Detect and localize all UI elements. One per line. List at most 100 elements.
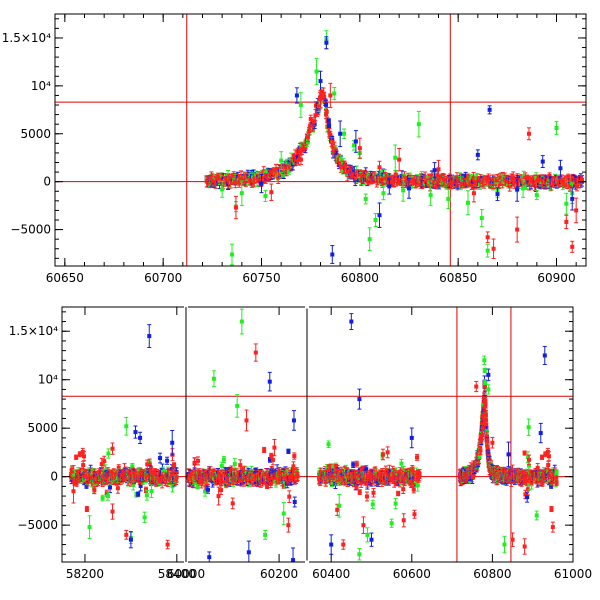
y-tick-label: −5000 [10,223,51,237]
data-point [145,462,150,467]
data-point [438,176,443,181]
data-point [377,165,382,170]
data-point [549,183,554,188]
data-point [369,179,374,184]
data-point [432,168,437,173]
data-point [312,119,317,124]
data-point [294,151,299,156]
data-point [308,124,313,129]
data-point [397,157,402,162]
data-point [340,169,345,174]
data-point [74,481,79,486]
data-point [81,454,86,459]
data-point [327,123,332,128]
data-point [548,177,553,182]
data-point [434,183,439,188]
data-point [323,100,328,105]
data-point [475,152,480,157]
data-point [99,461,104,466]
data-point [104,491,109,496]
data-point [144,493,149,498]
data-point [485,235,490,240]
data-point [486,177,491,182]
data-point [305,134,310,139]
data-point [447,176,452,181]
data-point [564,201,569,206]
data-point [522,178,527,183]
data-point [515,227,520,232]
data-point [512,181,517,186]
data-point [526,131,531,136]
data-point [298,157,303,162]
data-point [570,196,575,201]
data-point [332,91,337,96]
data-point [340,162,345,167]
data-point [479,216,484,221]
data-point [130,464,135,469]
plot-area [55,14,586,266]
data-point [524,183,529,188]
data-point [436,167,441,172]
data-point [327,130,332,135]
data-point [131,483,136,488]
data-point [115,486,120,491]
data-point [481,178,486,183]
data-point [423,174,428,179]
data-point [279,158,284,163]
data-point [143,487,148,492]
data-point [116,465,121,470]
data-point [463,174,468,179]
data-point [407,186,411,191]
data-point [367,237,372,242]
data-point [84,507,89,512]
data-point [342,131,347,136]
data-point [285,160,290,165]
data-point [561,181,566,186]
data-point [324,40,329,45]
data-point [217,179,222,184]
data-point [307,129,312,134]
data-point [281,172,286,177]
data-point [79,476,84,481]
data-point [353,139,358,144]
data-point [276,175,281,180]
data-point [558,166,563,171]
data-point [100,496,105,501]
data-point [106,451,111,456]
data-point [71,469,76,474]
data-point [239,191,244,196]
data-point [303,145,308,150]
data-point [556,182,561,187]
data-point [257,178,262,183]
data-point [487,107,492,112]
data-point [396,180,401,185]
data-point [317,103,322,108]
data-point [130,479,135,484]
data-point [334,152,339,157]
data-point [74,455,79,460]
data-point [526,175,531,180]
data-point [574,208,579,213]
data-point [387,184,392,189]
y-tick-label: 0 [43,175,51,189]
data-point [521,186,526,191]
data-point [92,488,97,493]
data-point [102,459,107,464]
data-point [316,107,321,112]
data-point [402,174,407,179]
data-point [326,118,331,123]
data-point [324,109,329,114]
data-point [566,174,571,179]
data-point [313,113,318,118]
data-point [289,156,294,161]
data-point [265,175,270,180]
data-point [263,194,268,199]
data-point [357,146,362,151]
data-point [318,79,323,84]
data-point [229,179,234,184]
data-point [471,184,476,189]
data-point [482,182,487,187]
data-point [322,95,327,100]
data-point [579,177,584,182]
